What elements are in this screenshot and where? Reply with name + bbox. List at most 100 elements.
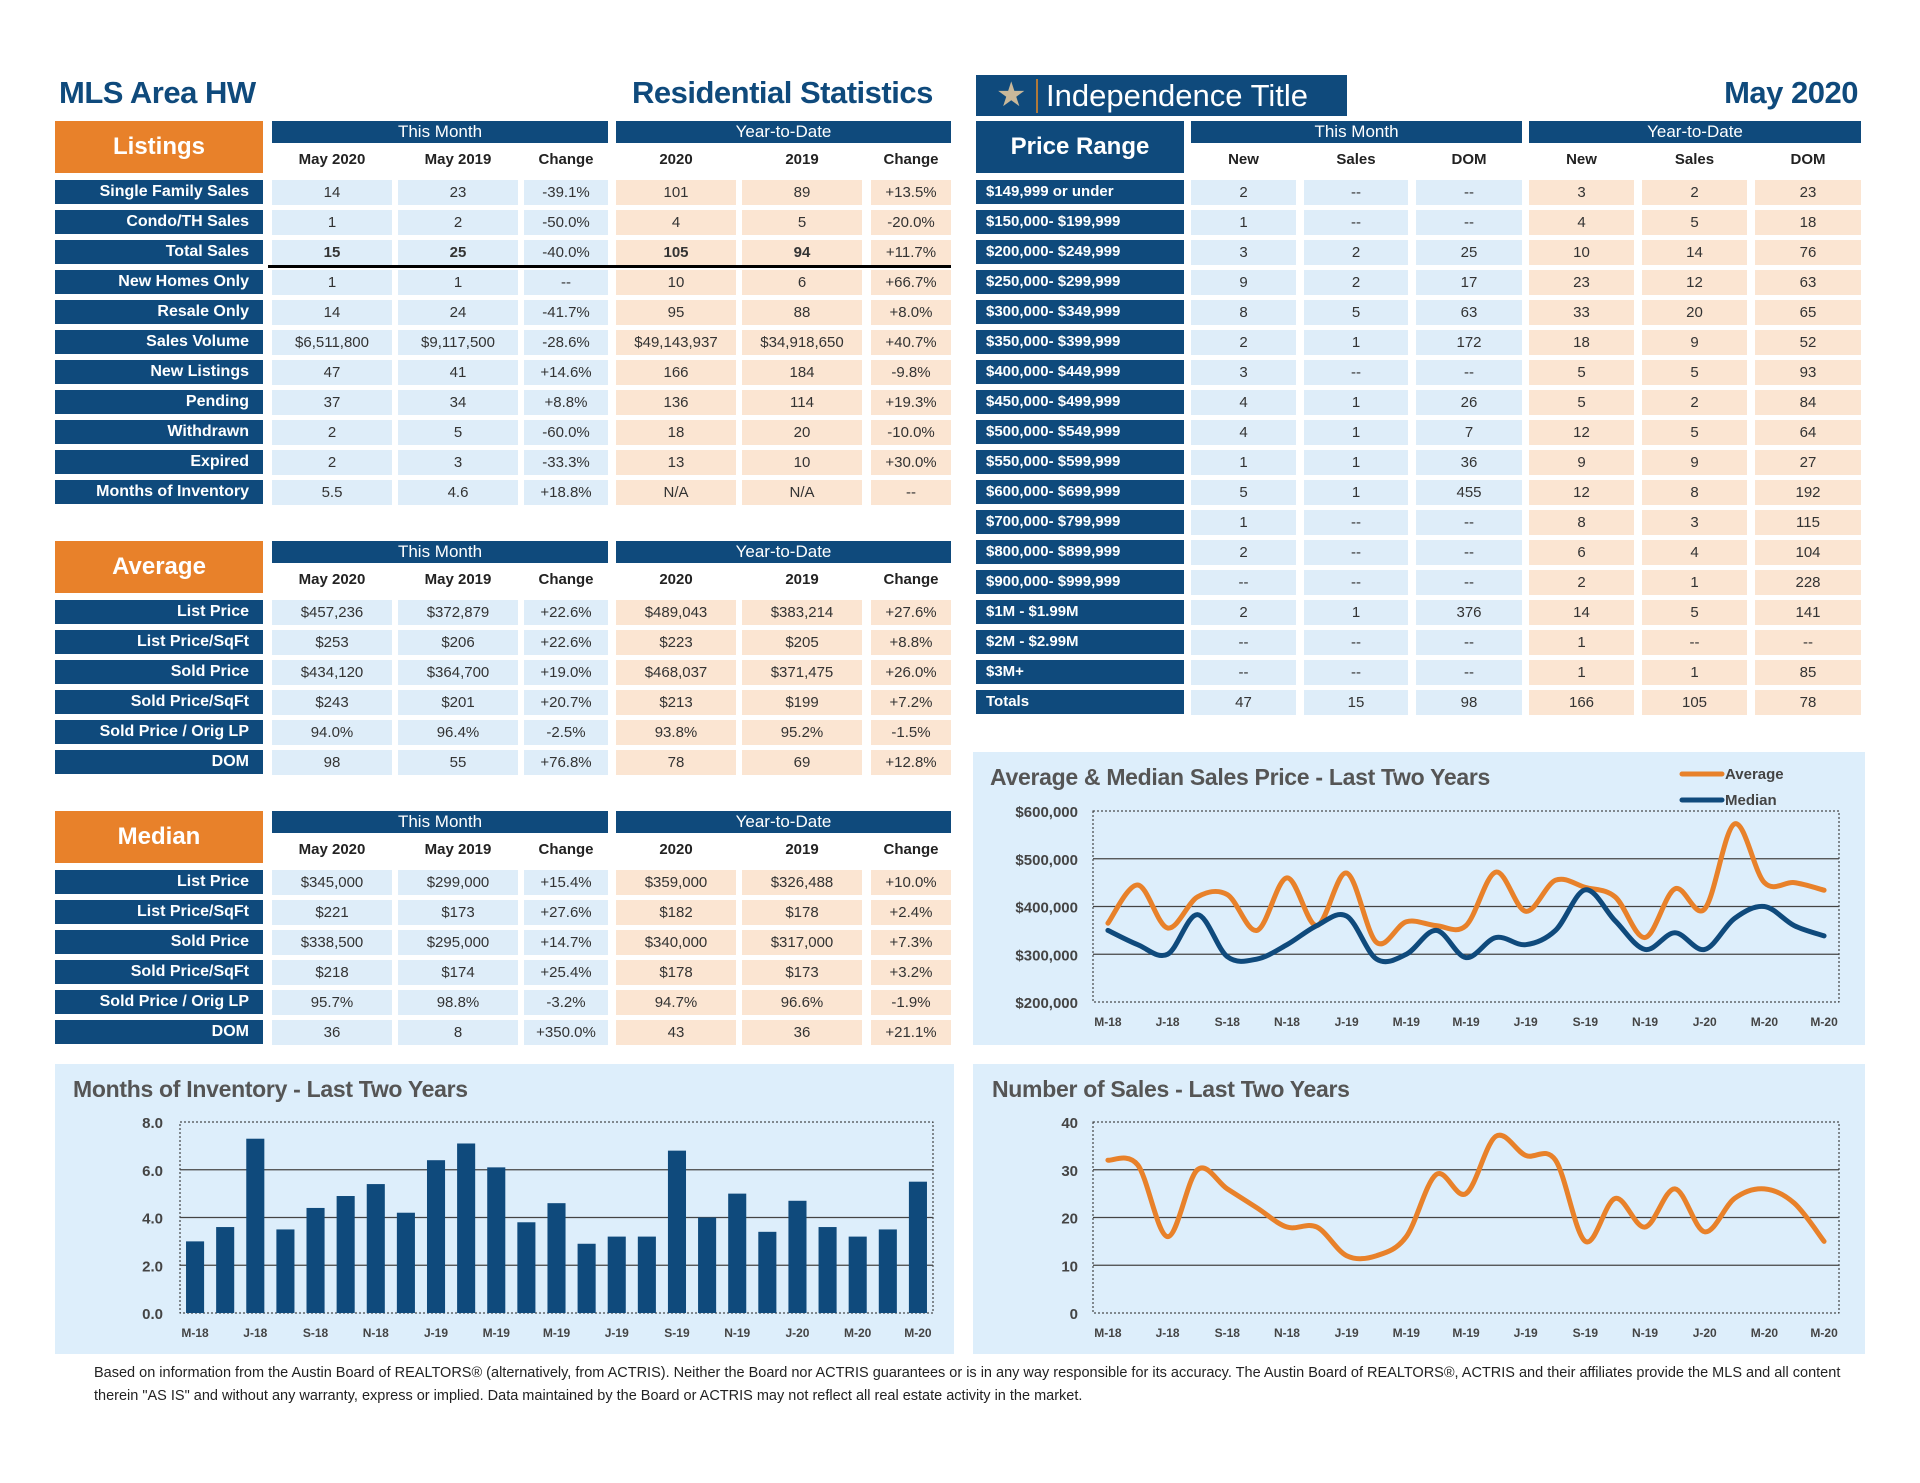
table-cell: 95.7% (272, 990, 392, 1015)
group-ytd: Year-to-Date (616, 811, 951, 833)
table-cell: 1 (1304, 450, 1408, 475)
table-cell: -- (1642, 630, 1747, 655)
table-cell: -- (1304, 630, 1408, 655)
table-cell: 17 (1416, 270, 1522, 295)
table-cell: 4 (1529, 210, 1634, 235)
row-label: Sold Price (55, 660, 263, 684)
table-cell: $213 (616, 690, 736, 715)
column-header: 2019 (785, 841, 819, 858)
row-label: List Price/SqFt (55, 900, 263, 924)
table-cell: $326,488 (742, 870, 862, 895)
section-header-price-range: Price Range (976, 121, 1184, 173)
table-cell: 8 (1529, 510, 1634, 535)
table-cell: $371,475 (742, 660, 862, 685)
table-cell: -28.6% (524, 330, 608, 355)
table-cell: 4.6 (398, 480, 518, 505)
table-cell: $223 (616, 630, 736, 655)
table-cell: -- (1416, 210, 1522, 235)
table-cell: -60.0% (524, 420, 608, 445)
table-cell: 69 (742, 750, 862, 775)
column-header: May 2020 (298, 571, 366, 588)
column-header: Change (538, 151, 594, 168)
chart-title: Months of Inventory - Last Two Years (73, 1076, 468, 1102)
row-label: New Listings (55, 360, 263, 384)
table-cell: $49,143,937 (616, 330, 736, 355)
table-cell: +30.0% (871, 450, 951, 475)
table-cell: +14.7% (524, 930, 608, 955)
table-cell: 78 (1755, 690, 1861, 715)
table-cell: 1 (1304, 600, 1408, 625)
table-cell: $174 (398, 960, 518, 985)
row-label: Total Sales (55, 240, 263, 264)
total-sales-divider (268, 265, 951, 268)
table-cell: -- (871, 480, 951, 505)
row-label: Single Family Sales (55, 180, 263, 204)
table-cell: 136 (616, 390, 736, 415)
table-cell: +66.7% (871, 270, 951, 295)
table-cell: 101 (616, 180, 736, 205)
table-cell: 12 (1529, 480, 1634, 505)
table-cell: +27.6% (871, 600, 951, 625)
price-range-label: $550,000- $599,999 (976, 450, 1184, 474)
table-cell: 15 (272, 240, 392, 265)
table-cell: 1 (398, 270, 518, 295)
table-cell: 64 (1755, 420, 1861, 445)
price-range-label: $250,000- $299,999 (976, 270, 1184, 294)
table-cell: $340,000 (616, 930, 736, 955)
table-cell: 43 (616, 1020, 736, 1045)
table-cell: 13 (616, 450, 736, 475)
table-cell: 14 (272, 180, 392, 205)
price-range-label: $900,000- $999,999 (976, 570, 1184, 594)
price-range-label: $600,000- $699,999 (976, 480, 1184, 504)
table-cell: $201 (398, 690, 518, 715)
table-cell: +21.1% (871, 1020, 951, 1045)
logo-divider (1036, 79, 1038, 113)
price-range-label: $450,000- $499,999 (976, 390, 1184, 414)
table-cell: 20 (742, 420, 862, 445)
table-cell: +8.0% (871, 300, 951, 325)
table-cell: 94 (742, 240, 862, 265)
table-cell: -33.3% (524, 450, 608, 475)
table-cell: 25 (1416, 240, 1522, 265)
table-cell: 96.6% (742, 990, 862, 1015)
table-cell: $173 (398, 900, 518, 925)
table-cell: $205 (742, 630, 862, 655)
table-cell: -- (1416, 660, 1522, 685)
table-cell: +14.6% (524, 360, 608, 385)
table-cell: 192 (1755, 480, 1861, 505)
row-label: Pending (55, 390, 263, 414)
table-cell: +7.3% (871, 930, 951, 955)
table-cell: +19.3% (871, 390, 951, 415)
table-cell: +27.6% (524, 900, 608, 925)
table-cell: 85 (1755, 660, 1861, 685)
table-cell: 47 (272, 360, 392, 385)
column-header: Change (538, 841, 594, 858)
table-cell: 93 (1755, 360, 1861, 385)
price-range-label: $500,000- $549,999 (976, 420, 1184, 444)
table-cell: -- (1304, 570, 1408, 595)
column-header: 2020 (659, 571, 693, 588)
table-cell: 94.0% (272, 720, 392, 745)
table-cell: 1 (1304, 480, 1408, 505)
table-cell: 114 (742, 390, 862, 415)
row-label: Sold Price/SqFt (55, 690, 263, 714)
table-cell: -- (1191, 630, 1296, 655)
table-cell: 63 (1755, 270, 1861, 295)
group-ytd: Year-to-Date (616, 541, 951, 563)
table-cell: 1 (1304, 390, 1408, 415)
table-cell: N/A (616, 480, 736, 505)
row-label: Resale Only (55, 300, 263, 324)
row-label: Sold Price (55, 930, 263, 954)
table-cell: 4 (616, 210, 736, 235)
table-cell: 2 (272, 420, 392, 445)
table-cell: 27 (1755, 450, 1861, 475)
table-cell: 2 (1191, 600, 1296, 625)
table-cell: $199 (742, 690, 862, 715)
table-cell: 89 (742, 180, 862, 205)
table-cell: 98.8% (398, 990, 518, 1015)
row-label: List Price (55, 600, 263, 624)
table-cell: 1 (1304, 420, 1408, 445)
table-cell: 47 (1191, 690, 1296, 715)
price-range-label: $800,000- $899,999 (976, 540, 1184, 564)
star-icon: ★ (996, 76, 1027, 114)
